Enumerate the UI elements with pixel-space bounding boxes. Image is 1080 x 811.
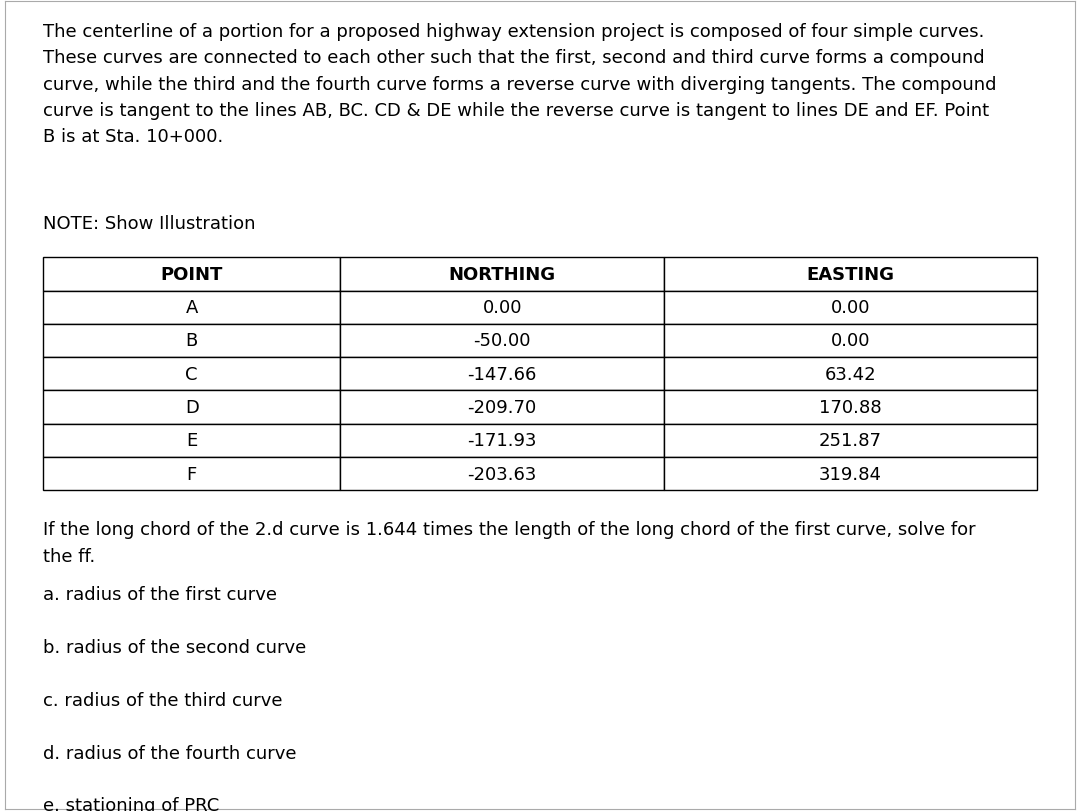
Text: 251.87: 251.87 (819, 431, 882, 450)
Bar (664, 324, 1037, 358)
Bar (43, 457, 340, 491)
Bar (664, 424, 1037, 457)
Text: F: F (187, 465, 197, 483)
Text: C: C (186, 365, 198, 384)
Text: 63.42: 63.42 (825, 365, 876, 384)
Text: POINT: POINT (161, 265, 222, 284)
Bar (43, 424, 340, 457)
Text: -203.63: -203.63 (468, 465, 537, 483)
Text: b. radius of the second curve: b. radius of the second curve (43, 638, 307, 656)
Text: A: A (186, 298, 198, 317)
Bar (664, 258, 1037, 291)
Bar (340, 291, 664, 324)
Bar (340, 424, 664, 457)
Bar (340, 457, 664, 491)
Bar (43, 291, 340, 324)
Text: c. radius of the third curve: c. radius of the third curve (43, 691, 283, 709)
Text: 0.00: 0.00 (483, 298, 522, 317)
Bar (43, 324, 340, 358)
Bar (43, 391, 340, 424)
Bar (340, 324, 664, 358)
Text: E: E (186, 431, 198, 450)
Text: d. radius of the fourth curve: d. radius of the fourth curve (43, 744, 297, 762)
Bar (664, 457, 1037, 491)
Text: -50.00: -50.00 (473, 332, 531, 350)
Text: e. stationing of PRC: e. stationing of PRC (43, 796, 219, 811)
Text: 170.88: 170.88 (820, 398, 881, 417)
Bar (340, 258, 664, 291)
Text: EASTING: EASTING (807, 265, 894, 284)
Text: D: D (185, 398, 199, 417)
Text: 0.00: 0.00 (831, 332, 870, 350)
Bar (340, 391, 664, 424)
Text: 0.00: 0.00 (831, 298, 870, 317)
Bar (664, 358, 1037, 391)
Bar (43, 358, 340, 391)
Text: B: B (186, 332, 198, 350)
Text: NORTHING: NORTHING (448, 265, 556, 284)
Text: a. radius of the first curve: a. radius of the first curve (43, 586, 278, 603)
Text: NOTE: Show Illustration: NOTE: Show Illustration (43, 215, 256, 233)
Bar (664, 391, 1037, 424)
Bar (664, 291, 1037, 324)
Text: The centerline of a portion for a proposed highway extension project is composed: The centerline of a portion for a propos… (43, 23, 997, 146)
Text: -147.66: -147.66 (468, 365, 537, 384)
Text: -171.93: -171.93 (468, 431, 537, 450)
Text: If the long chord of the 2.d curve is 1.644 times the length of the long chord o: If the long chord of the 2.d curve is 1.… (43, 521, 976, 565)
Bar (43, 258, 340, 291)
Bar (340, 358, 664, 391)
Text: 319.84: 319.84 (819, 465, 882, 483)
Text: -209.70: -209.70 (468, 398, 537, 417)
